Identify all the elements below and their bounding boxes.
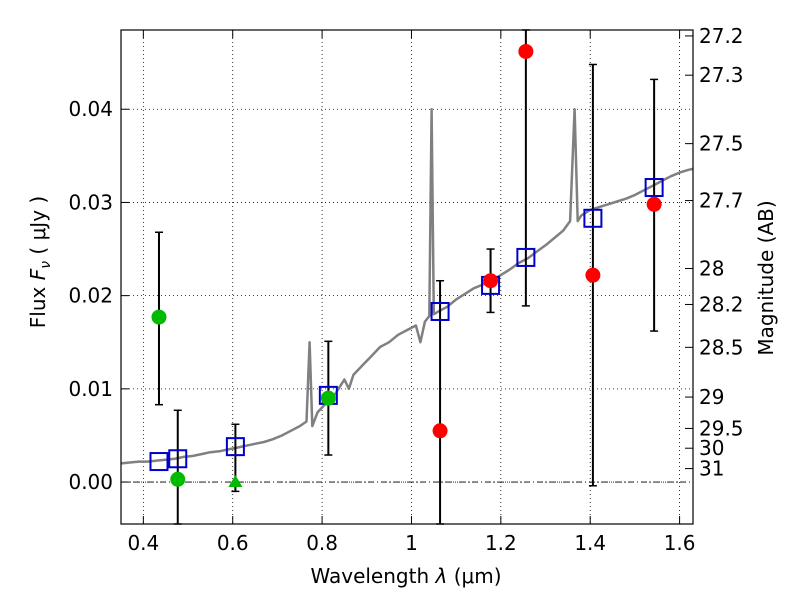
magnitude-tick-label: 27.5 xyxy=(699,132,744,156)
observed-point-4 xyxy=(432,423,448,439)
observed-point-1 xyxy=(170,471,186,487)
model-square-2 xyxy=(225,437,245,457)
x-tick-label: 0.8 xyxy=(306,531,338,555)
model-square-8 xyxy=(644,178,664,198)
observed-point-8 xyxy=(646,196,662,212)
y-tick-label: 0.01 xyxy=(68,377,113,401)
magnitude-tick-label: 27.3 xyxy=(699,63,744,87)
observed-point-7 xyxy=(585,267,601,283)
x-axis-ticks: 0.4 0.6 0.8 1 1.2 1.4 1.6 xyxy=(127,30,696,555)
observed-point-3 xyxy=(320,390,336,406)
x-tick-label: 1.4 xyxy=(574,531,606,555)
magnitude-axis-label: Magnitude (AB) xyxy=(754,200,778,355)
plot-frame xyxy=(120,29,694,525)
y-tick-label: 0.03 xyxy=(68,190,113,214)
observed-point-6 xyxy=(518,43,534,59)
magnitude-tick-label: 27.2 xyxy=(699,24,744,48)
magnitude-tick-label: 29.5 xyxy=(699,416,744,440)
grid-lines xyxy=(121,30,693,524)
magnitude-tick-label: 29 xyxy=(699,385,724,409)
template-spectrum xyxy=(120,107,694,465)
magnitude-tick-label: 31 xyxy=(699,457,724,481)
model-square-1 xyxy=(168,449,188,469)
model-square-6 xyxy=(516,247,536,267)
magnitude-tick-label: 28.2 xyxy=(699,292,744,316)
y-tick-label: 0.00 xyxy=(68,470,113,494)
y-tick-label: 0.02 xyxy=(68,284,113,308)
magnitude-tick-label: 28.5 xyxy=(699,335,744,359)
x-tick-label: 0.6 xyxy=(217,531,249,555)
observed-points xyxy=(151,43,662,488)
model-square-4 xyxy=(430,301,450,321)
x-tick-label: 0.4 xyxy=(127,531,159,555)
template-spectrum-line xyxy=(120,107,694,465)
model-points xyxy=(149,178,664,472)
observed-point-0 xyxy=(151,309,167,325)
x-axis-label: Wavelength λ (μm) xyxy=(310,564,501,588)
y-tick-label: 0.04 xyxy=(68,97,113,121)
magnitude-tick-label: 27.7 xyxy=(699,189,744,213)
magnitude-tick-label: 28 xyxy=(699,257,724,281)
y-axis-ticks: 0.00 0.01 0.02 0.03 0.04 xyxy=(68,97,129,494)
model-square-7 xyxy=(583,208,603,228)
magnitude-tick-label: 30 xyxy=(699,436,724,460)
x-tick-label: 1.6 xyxy=(664,531,696,555)
y-axis-label: Flux Fν ( μJy ) xyxy=(26,196,54,328)
observed-triangle-2 xyxy=(228,475,243,488)
x-tick-label: 1 xyxy=(405,531,418,555)
x-tick-label: 1.2 xyxy=(485,531,517,555)
model-square-0 xyxy=(149,452,169,472)
observed-point-5 xyxy=(483,273,499,289)
